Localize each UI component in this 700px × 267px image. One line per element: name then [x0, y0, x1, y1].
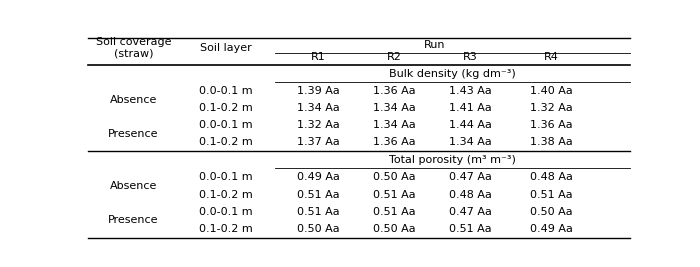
Text: 0.50 Aa: 0.50 Aa	[372, 224, 415, 234]
Text: Run: Run	[424, 40, 445, 49]
Text: R2: R2	[386, 52, 402, 62]
Text: Presence: Presence	[108, 129, 159, 139]
Text: 1.40 Aa: 1.40 Aa	[530, 86, 573, 96]
Text: R1: R1	[311, 52, 326, 62]
Text: Absence: Absence	[110, 181, 158, 191]
Text: 0.50 Aa: 0.50 Aa	[372, 172, 415, 182]
Text: R4: R4	[544, 52, 559, 62]
Text: 0.51 Aa: 0.51 Aa	[297, 207, 340, 217]
Text: 1.38 Aa: 1.38 Aa	[530, 138, 573, 147]
Text: Soil coverage
(straw): Soil coverage (straw)	[96, 37, 172, 58]
Text: 1.32 Aa: 1.32 Aa	[530, 103, 573, 113]
Text: 0.1-0.2 m: 0.1-0.2 m	[199, 224, 253, 234]
Text: 1.37 Aa: 1.37 Aa	[297, 138, 340, 147]
Text: 0.1-0.2 m: 0.1-0.2 m	[199, 190, 253, 199]
Text: 0.1-0.2 m: 0.1-0.2 m	[199, 138, 253, 147]
Text: 0.48 Aa: 0.48 Aa	[530, 172, 573, 182]
Text: 0.48 Aa: 0.48 Aa	[449, 190, 491, 199]
Text: 0.50 Aa: 0.50 Aa	[530, 207, 573, 217]
Text: 0.51 Aa: 0.51 Aa	[372, 207, 415, 217]
Text: 0.0-0.1 m: 0.0-0.1 m	[199, 172, 253, 182]
Text: Presence: Presence	[108, 215, 159, 225]
Text: Soil layer: Soil layer	[200, 43, 252, 53]
Text: 1.39 Aa: 1.39 Aa	[297, 86, 340, 96]
Text: 1.34 Aa: 1.34 Aa	[297, 103, 340, 113]
Text: 0.51 Aa: 0.51 Aa	[372, 190, 415, 199]
Text: Bulk density (kg dm⁻³): Bulk density (kg dm⁻³)	[389, 69, 516, 79]
Text: 1.34 Aa: 1.34 Aa	[372, 120, 415, 130]
Text: Absence: Absence	[110, 95, 158, 105]
Text: 1.43 Aa: 1.43 Aa	[449, 86, 491, 96]
Text: 1.34 Aa: 1.34 Aa	[449, 138, 491, 147]
Text: 1.36 Aa: 1.36 Aa	[530, 120, 573, 130]
Text: 0.50 Aa: 0.50 Aa	[297, 224, 340, 234]
Text: 0.51 Aa: 0.51 Aa	[530, 190, 573, 199]
Text: 0.1-0.2 m: 0.1-0.2 m	[199, 103, 253, 113]
Text: 0.0-0.1 m: 0.0-0.1 m	[199, 86, 253, 96]
Text: 0.51 Aa: 0.51 Aa	[449, 224, 491, 234]
Text: 0.47 Aa: 0.47 Aa	[449, 172, 491, 182]
Text: R3: R3	[463, 52, 477, 62]
Text: 0.49 Aa: 0.49 Aa	[530, 224, 573, 234]
Text: 1.41 Aa: 1.41 Aa	[449, 103, 491, 113]
Text: 1.32 Aa: 1.32 Aa	[297, 120, 340, 130]
Text: 1.34 Aa: 1.34 Aa	[372, 103, 415, 113]
Text: 0.47 Aa: 0.47 Aa	[449, 207, 491, 217]
Text: 0.49 Aa: 0.49 Aa	[297, 172, 340, 182]
Text: 0.0-0.1 m: 0.0-0.1 m	[199, 207, 253, 217]
Text: Total porosity (m³ m⁻³): Total porosity (m³ m⁻³)	[389, 155, 516, 165]
Text: 0.51 Aa: 0.51 Aa	[297, 190, 340, 199]
Text: 1.44 Aa: 1.44 Aa	[449, 120, 491, 130]
Text: 1.36 Aa: 1.36 Aa	[372, 138, 415, 147]
Text: 1.36 Aa: 1.36 Aa	[372, 86, 415, 96]
Text: 0.0-0.1 m: 0.0-0.1 m	[199, 120, 253, 130]
